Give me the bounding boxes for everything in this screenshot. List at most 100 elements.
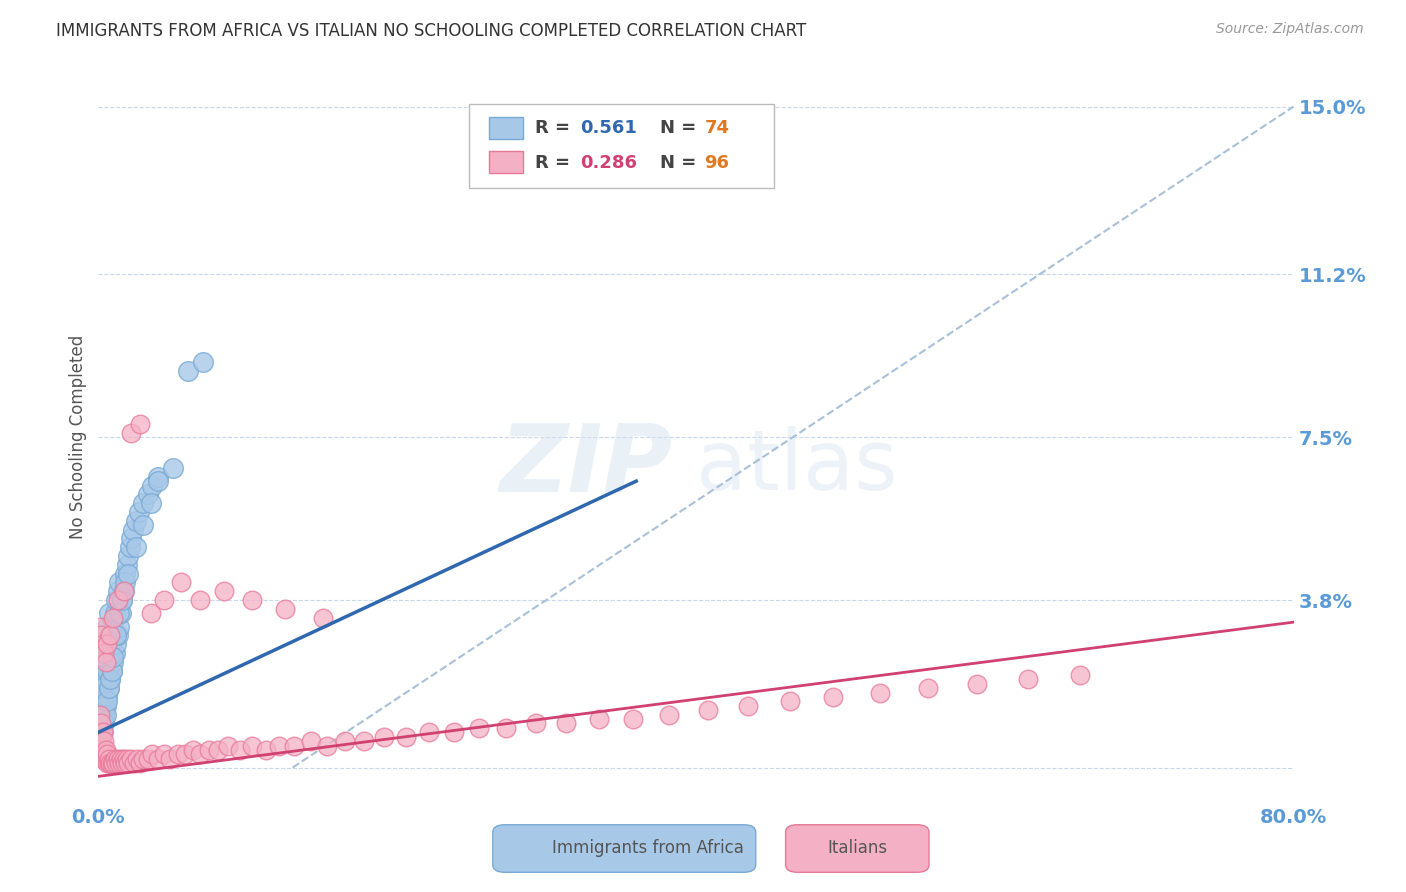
Point xyxy=(333,734,356,748)
Point xyxy=(153,593,176,607)
Point xyxy=(105,756,128,771)
Point xyxy=(103,615,125,629)
Point xyxy=(90,628,112,642)
Point xyxy=(107,628,129,642)
Point xyxy=(94,707,117,722)
Point xyxy=(89,619,111,633)
Point xyxy=(191,355,214,369)
Point xyxy=(117,566,139,581)
Point xyxy=(174,747,197,762)
Point xyxy=(101,756,124,771)
Point xyxy=(110,607,132,621)
Point xyxy=(495,721,517,735)
Point xyxy=(136,752,159,766)
Point xyxy=(96,637,118,651)
Point xyxy=(93,734,115,748)
Point xyxy=(181,743,204,757)
Point xyxy=(117,756,139,771)
Point xyxy=(105,593,128,607)
Point xyxy=(129,417,152,431)
Point xyxy=(153,747,176,762)
Point xyxy=(115,558,138,572)
Point xyxy=(90,707,112,722)
Point xyxy=(188,593,211,607)
Point xyxy=(89,725,111,739)
FancyBboxPatch shape xyxy=(494,825,756,872)
Point xyxy=(125,514,148,528)
Point xyxy=(353,734,375,748)
Point xyxy=(127,752,149,766)
Point xyxy=(240,593,263,607)
Text: atlas: atlas xyxy=(696,425,897,507)
Point xyxy=(229,743,252,757)
Point xyxy=(107,593,129,607)
Point xyxy=(418,725,440,739)
Point xyxy=(207,743,229,757)
Point xyxy=(91,725,114,739)
Point xyxy=(132,518,155,533)
Point xyxy=(105,628,128,642)
Point xyxy=(97,752,120,766)
Point xyxy=(103,756,125,771)
Point xyxy=(141,747,163,762)
Point xyxy=(93,650,115,665)
Point xyxy=(103,611,125,625)
Point xyxy=(97,607,120,621)
Point xyxy=(166,747,188,762)
Point xyxy=(108,619,131,633)
Point xyxy=(96,756,118,771)
Point xyxy=(169,575,191,590)
Point xyxy=(90,747,112,762)
Point xyxy=(162,461,184,475)
Point xyxy=(658,707,681,722)
Point xyxy=(124,756,146,771)
Point xyxy=(98,637,122,651)
Point xyxy=(98,673,122,687)
Text: Immigrants from Africa: Immigrants from Africa xyxy=(553,839,744,857)
Point xyxy=(443,725,465,739)
Point xyxy=(114,566,136,581)
Point xyxy=(128,505,150,519)
Point xyxy=(104,607,127,621)
Text: Italians: Italians xyxy=(827,839,887,857)
Point xyxy=(97,681,120,696)
Point xyxy=(91,725,114,739)
Point xyxy=(139,607,162,621)
Text: R =: R = xyxy=(534,153,576,172)
Point xyxy=(89,707,111,722)
Point xyxy=(98,756,122,771)
Point xyxy=(90,673,112,687)
Point xyxy=(91,752,114,766)
Point xyxy=(103,650,125,665)
Point xyxy=(91,739,114,753)
Point xyxy=(159,752,181,766)
Point xyxy=(274,602,297,616)
Point xyxy=(91,628,114,642)
Point xyxy=(779,694,801,708)
Point xyxy=(96,664,118,678)
Point xyxy=(98,628,122,642)
Point xyxy=(90,730,112,744)
Point xyxy=(524,716,547,731)
Point xyxy=(111,593,134,607)
Point xyxy=(89,716,111,731)
Point xyxy=(373,730,395,744)
Text: 96: 96 xyxy=(704,153,730,172)
Point xyxy=(94,655,117,669)
Point xyxy=(114,756,136,771)
Point xyxy=(254,743,277,757)
Point xyxy=(120,532,142,546)
Point xyxy=(104,646,127,660)
Point xyxy=(240,739,263,753)
Point xyxy=(114,575,136,590)
Text: 0.286: 0.286 xyxy=(581,153,637,172)
Point xyxy=(139,496,162,510)
Point xyxy=(112,752,135,766)
Point xyxy=(108,575,131,590)
Point xyxy=(121,523,143,537)
Point xyxy=(111,593,134,607)
Point xyxy=(90,681,112,696)
Point xyxy=(101,628,124,642)
Y-axis label: No Schooling Completed: No Schooling Completed xyxy=(69,335,87,539)
Point xyxy=(917,681,939,696)
